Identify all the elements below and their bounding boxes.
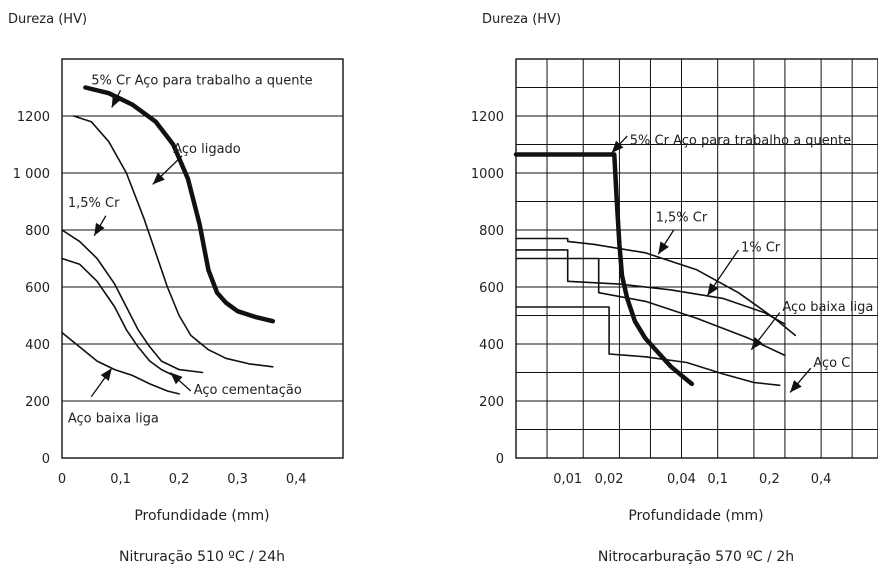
annotation-arrowhead bbox=[658, 241, 669, 255]
y-tick-label: 400 bbox=[25, 338, 50, 353]
annotation-arrowhead bbox=[100, 368, 112, 381]
series-line-aco-ligado bbox=[72, 115, 274, 368]
annotation-1-cr: 1% Cr bbox=[741, 240, 781, 255]
chart-subtitle: Nitruração 510 ºC / 24h bbox=[119, 549, 285, 565]
grid bbox=[62, 115, 343, 402]
annotation-arrowhead bbox=[111, 94, 122, 108]
y-tick-label: 200 bbox=[479, 395, 504, 410]
annotation-arrowhead bbox=[170, 372, 183, 385]
x-axis-ticks: 0,01 0,02 0,04 0,1 0,2 0,4 bbox=[553, 472, 831, 487]
series-line-aco-baixa-liga bbox=[61, 331, 180, 395]
y-axis-ticks: 0 200 400 600 800 1 000 1200 bbox=[13, 110, 50, 467]
series-group bbox=[513, 152, 797, 387]
y-tick-label: 800 bbox=[479, 224, 504, 239]
series-line-1-cr bbox=[515, 249, 786, 325]
series-line-aco-baixa-liga bbox=[515, 257, 786, 357]
x-tick-label: 0,02 bbox=[595, 472, 624, 487]
y-tick-label: 0 bbox=[496, 452, 504, 467]
annotation-5-cr-aco-para-trabalho-a-quente: 5% Cr Aço para trabalho a quente bbox=[91, 74, 312, 89]
series-line-aco-cementacao bbox=[61, 257, 180, 379]
annotation-aco-baixa-liga: Aço baixa liga bbox=[782, 300, 873, 315]
x-tick-label: 0,3 bbox=[227, 472, 248, 487]
y-tick-label: 1 000 bbox=[13, 167, 50, 182]
x-tick-label: 0,04 bbox=[667, 472, 696, 487]
grid bbox=[516, 59, 878, 458]
annotations: 5% Cr Aço para trabalho a quente 1,5% Cr 1… bbox=[611, 134, 873, 393]
annotation-aco-ligado: Aço ligado bbox=[173, 142, 241, 157]
y-axis-label: Dureza (HV) bbox=[8, 12, 87, 27]
x-tick-label: 0,1 bbox=[707, 472, 728, 487]
y-tick-label: 1200 bbox=[17, 110, 50, 125]
series-line-aco-c bbox=[515, 306, 781, 387]
annotation-arrowhead bbox=[707, 282, 719, 296]
series-group bbox=[61, 85, 276, 395]
annotation-aco-cementacao: Aço cementação bbox=[194, 383, 302, 398]
x-axis-label: Profundidade (mm) bbox=[628, 508, 763, 524]
annotation-arrowhead bbox=[152, 172, 165, 185]
x-tick-label: 0,2 bbox=[169, 472, 190, 487]
series-line-1-5-cr bbox=[515, 237, 797, 337]
x-tick-label: 0 bbox=[58, 472, 66, 487]
y-tick-label: 800 bbox=[25, 224, 50, 239]
annotation-5-cr-aco-para-trabalho-a-quente: 5% Cr Aço para trabalho a quente bbox=[630, 134, 851, 149]
y-axis-label: Dureza (HV) bbox=[482, 12, 561, 27]
annotation-arrowhead bbox=[94, 222, 105, 236]
y-tick-label: 200 bbox=[25, 395, 50, 410]
plot-frame bbox=[61, 58, 344, 459]
annotations: 5% Cr Aço para trabalho a quente Aço liga… bbox=[68, 74, 313, 427]
x-tick-label: 0,2 bbox=[759, 472, 780, 487]
x-tick-label: 0,1 bbox=[110, 472, 131, 487]
annotation-1-5-cr: 1,5% Cr bbox=[656, 210, 708, 225]
annotation-arrowhead bbox=[611, 140, 624, 154]
series-line-5-cr-aco-para-trabalho-a-quente bbox=[513, 152, 695, 387]
chart-subtitle: Nitrocarburação 570 ºC / 2h bbox=[598, 549, 794, 565]
x-tick-label: 0,4 bbox=[811, 472, 832, 487]
y-tick-label: 400 bbox=[479, 338, 504, 353]
x-axis-label: Profundidade (mm) bbox=[134, 508, 269, 524]
annotation-aco-baixa-liga: Aço baixa liga bbox=[68, 411, 159, 426]
x-tick-label: 0,01 bbox=[553, 472, 582, 487]
annotation-arrowhead bbox=[751, 337, 763, 350]
y-tick-label: 0 bbox=[42, 452, 50, 467]
y-tick-label: 1200 bbox=[471, 110, 504, 125]
y-tick-label: 600 bbox=[479, 281, 504, 296]
x-tick-label: 0,4 bbox=[286, 472, 307, 487]
y-axis-ticks: 0 200 400 600 800 1000 1200 bbox=[471, 110, 504, 467]
annotation-1-5-cr: 1,5% Cr bbox=[68, 196, 120, 211]
series-line-5-cr-aco-para-trabalho-a-quente bbox=[83, 85, 276, 324]
x-axis-ticks: 0 0,1 0,2 0,3 0,4 bbox=[58, 472, 307, 487]
y-tick-label: 1000 bbox=[471, 167, 504, 182]
series-line-1-5-cr bbox=[61, 229, 204, 374]
annotation-arrowhead bbox=[790, 380, 802, 393]
y-tick-label: 600 bbox=[25, 281, 50, 296]
annotation-aco-c: Aço C bbox=[813, 356, 850, 371]
